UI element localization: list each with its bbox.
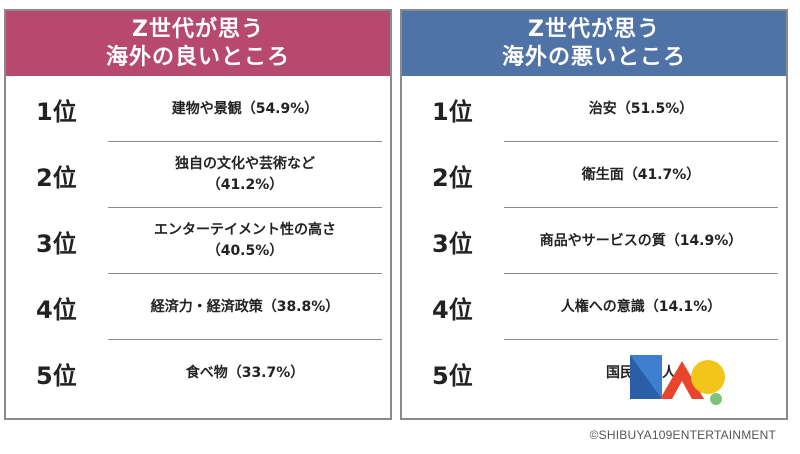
ranking-item: エンターテイメント性の高さ （40.5%） (108, 208, 382, 274)
ranking-item: 衛生面（41.7%） (504, 142, 778, 208)
rank-label: 5位 (36, 361, 77, 390)
ranking-row: 3位 エンターテイメント性の高さ （40.5%） (6, 208, 390, 274)
good-points-title-line1: Z世代が思う (132, 16, 264, 42)
item-text: エンターテイメント性の高さ (154, 222, 336, 238)
bad-points-header: Z世代が思う 海外の悪いところ (402, 11, 786, 76)
bad-points-panel: Z世代が思う 海外の悪いところ 1位 治安（51.5%） 2位 衛生面（41.7… (400, 9, 788, 420)
item-text: 商品やサービスの質（14.9%） (539, 232, 743, 249)
row-divider (504, 207, 778, 208)
rank-label: 3位 (432, 229, 473, 258)
good-points-header: Z世代が思う 海外の良いところ (6, 11, 390, 76)
item-text: 独自の文化や芸術など (175, 156, 315, 172)
rank-label: 3位 (36, 229, 77, 258)
rank-label: 4位 (36, 295, 77, 324)
item-text: 建物や景観（54.9%） (171, 100, 319, 117)
copyright-credit: ©SHIBUYA109ENTERTAINMENT (589, 428, 776, 442)
ranking-row: 5位 食べ物（33.7%） (6, 340, 390, 406)
ranking-item: 経済力・経済政策（38.8%） (108, 274, 382, 340)
ranking-item: 独自の文化や芸術など （41.2%） (108, 142, 382, 208)
rank-label: 4位 (432, 295, 473, 324)
row-divider (108, 273, 382, 274)
row-divider (504, 141, 778, 142)
item-percent: （40.5%） (206, 243, 284, 259)
ranking-item: 食べ物（33.7%） (108, 340, 382, 406)
bad-points-title-line1: Z世代が思う (528, 16, 660, 42)
item-text: 人権への意識（14.1%） (560, 298, 722, 315)
rank-label: 2位 (432, 163, 473, 192)
item-text: 衛生面（41.7%） (581, 166, 701, 183)
ranking-row: 5位 国民性・人 (402, 340, 786, 406)
shapes-logo-icon (630, 355, 725, 405)
ranking-row: 3位 商品やサービスの質（14.9%） (402, 208, 786, 274)
ranking-row: 2位 衛生面（41.7%） (402, 142, 786, 208)
bad-points-title-line2: 海外の悪いところ (501, 44, 686, 70)
rank-label: 5位 (432, 361, 473, 390)
ranking-item: 治安（51.5%） (504, 76, 778, 142)
row-divider (504, 339, 778, 340)
ranking-row: 1位 建物や景観（54.9%） (6, 76, 390, 142)
item-text: 食べ物（33.7%） (185, 364, 305, 381)
rank-label: 1位 (36, 97, 77, 126)
good-points-title-line2: 海外の良いところ (105, 44, 290, 70)
good-points-panel: Z世代が思う 海外の良いところ 1位 建物や景観（54.9%） 2位 独自の文化… (4, 9, 392, 420)
rank-label: 1位 (432, 97, 473, 126)
row-divider (108, 207, 382, 208)
item-percent: （41.2%） (206, 177, 284, 193)
ranking-row: 4位 人権への意識（14.1%） (402, 274, 786, 340)
ranking-item: 人権への意識（14.1%） (504, 274, 778, 340)
item-text: 治安（51.5%） (588, 100, 694, 117)
row-divider (108, 339, 382, 340)
ranking-item: 商品やサービスの質（14.9%） (504, 208, 778, 274)
rank-label: 2位 (36, 163, 77, 192)
ranking-row: 4位 経済力・経済政策（38.8%） (6, 274, 390, 340)
row-divider (504, 273, 778, 274)
row-divider (108, 141, 382, 142)
item-text: 経済力・経済政策（38.8%） (150, 298, 340, 315)
ranking-item: 建物や景観（54.9%） (108, 76, 382, 142)
ranking-row: 2位 独自の文化や芸術など （41.2%） (6, 142, 390, 208)
ranking-row: 1位 治安（51.5%） (402, 76, 786, 142)
